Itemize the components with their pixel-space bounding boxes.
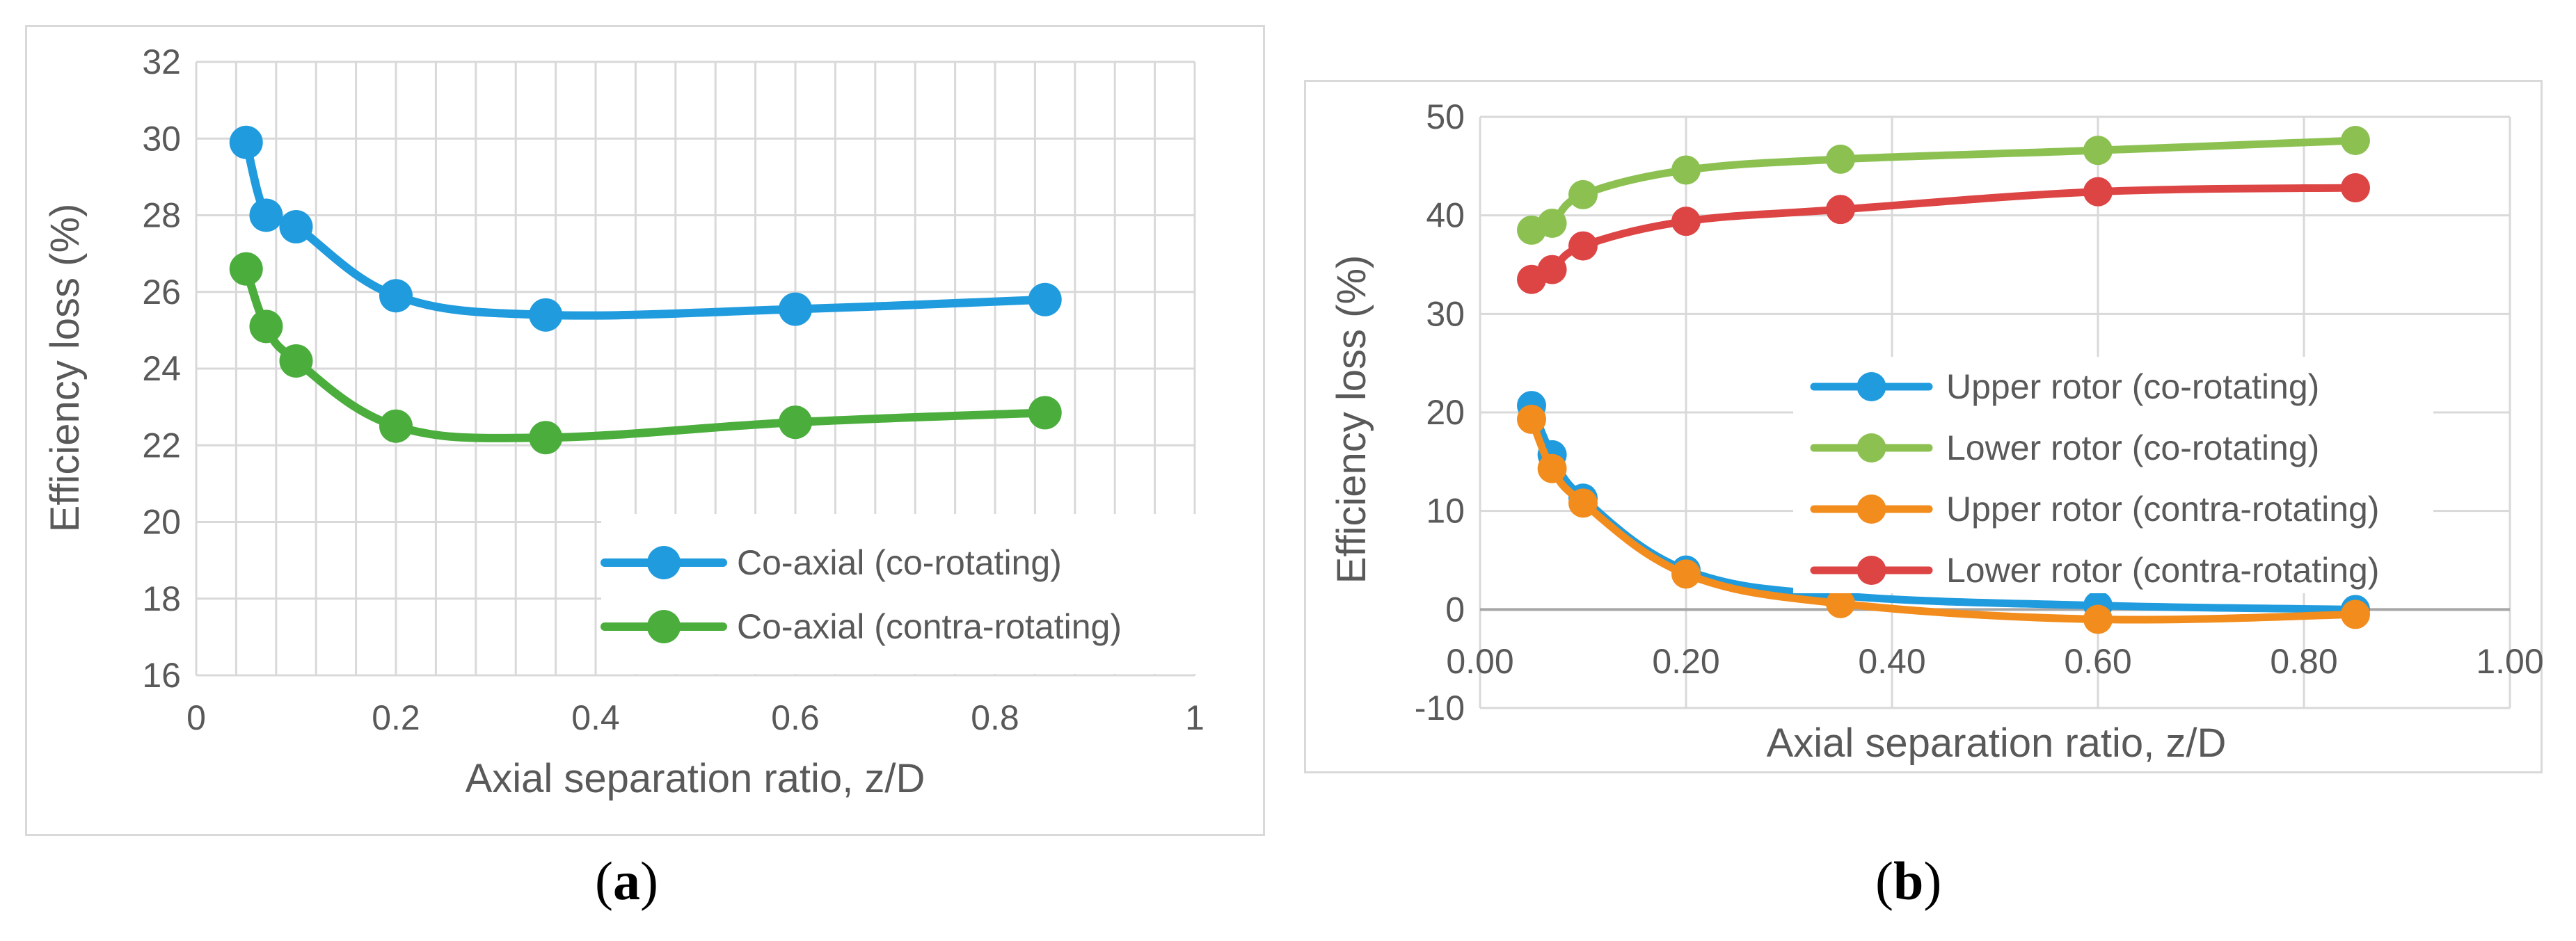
caption-b: (b) xyxy=(1875,851,1942,911)
chart-b: -10 0 10 20 30 40 50 0.00 0.20 0.40 0.60 0.80 1.00 Ax… xyxy=(1329,97,2544,766)
legend-marker xyxy=(1857,494,1886,524)
series-line-2 xyxy=(1527,136,2360,234)
data-point xyxy=(229,252,263,286)
legend-box xyxy=(601,514,1214,674)
x-axis-title: Axial separation ratio, z/D xyxy=(1767,721,2227,766)
legend-label: Lower rotor (co-rotating) xyxy=(1946,428,2319,467)
x-tick-label: 0.40 xyxy=(1858,642,1925,681)
data-point xyxy=(2083,177,2113,207)
data-point xyxy=(1671,559,1701,589)
data-point xyxy=(529,421,563,455)
y-tick-label: 30 xyxy=(1426,294,1465,333)
y-tick-label: 10 xyxy=(1426,492,1465,531)
data-point xyxy=(249,309,283,344)
data-point xyxy=(379,279,413,313)
chart-panel-a: 16 18 20 22 24 26 28 30 32 0 0.2 0.4 0.6 0.8 1 Axial se… xyxy=(25,25,1265,836)
legend-label: Co-axial (contra-rotating) xyxy=(737,607,1122,646)
y-tick-label: 26 xyxy=(142,273,181,312)
chart-panel-b: -10 0 10 20 30 40 50 0.00 0.20 0.40 0.60 0.80 1.00 Ax… xyxy=(1304,80,2544,773)
legend-label: Lower rotor (contra-rotating) xyxy=(1946,551,2379,590)
data-point xyxy=(779,405,812,440)
y-tick-label: 20 xyxy=(142,503,181,542)
data-point xyxy=(279,344,313,378)
caption-a: (a) xyxy=(595,851,658,911)
x-tick-label: 0.20 xyxy=(1652,642,1719,681)
data-point xyxy=(2083,604,2113,634)
y-axis-title: Efficiency loss (%) xyxy=(42,204,88,533)
y-tick-label: 22 xyxy=(142,426,181,465)
data-point xyxy=(2341,126,2370,155)
data-point xyxy=(249,198,283,232)
data-point xyxy=(529,298,563,332)
y-tick-label: -10 xyxy=(1415,689,1465,727)
y-tick-label: 50 xyxy=(1426,97,1465,136)
series-line-1 xyxy=(241,138,1049,320)
legend-label: Upper rotor (contra-rotating) xyxy=(1946,490,2379,529)
data-point xyxy=(379,409,413,443)
x-tick-label: 0.4 xyxy=(571,698,620,737)
caption-a-letter: a xyxy=(612,851,640,911)
series-line-2 xyxy=(241,264,1049,442)
data-point xyxy=(279,210,313,244)
x-tick-label: 0.2 xyxy=(372,698,420,737)
legend-marker xyxy=(1857,372,1886,401)
legend-label: Upper rotor (co-rotating) xyxy=(1946,367,2319,406)
y-tick-label: 24 xyxy=(142,349,181,388)
x-tick-label: 0.60 xyxy=(2064,642,2131,681)
x-axis-title: Axial separation ratio, z/D xyxy=(466,756,925,801)
y-tick-label: 28 xyxy=(142,196,181,235)
y-tick-label: 18 xyxy=(142,579,181,618)
data-point xyxy=(1826,588,1855,618)
data-point xyxy=(779,292,812,326)
data-point xyxy=(1568,179,1598,209)
legend-marker xyxy=(1857,556,1886,585)
data-point xyxy=(1517,404,1546,434)
x-tick-label: 0.8 xyxy=(971,698,1019,737)
x-tick-label: 1 xyxy=(1185,698,1204,737)
y-tick-label: 32 xyxy=(142,42,181,81)
caption-b-letter: b xyxy=(1893,851,1924,911)
data-point xyxy=(1671,155,1701,185)
y-axis-title: Efficiency loss (%) xyxy=(1329,255,1374,584)
series-line-4 xyxy=(1527,184,2360,284)
x-tick-label: 0.80 xyxy=(2270,642,2337,681)
x-tick-label: 0.6 xyxy=(771,698,820,737)
data-point xyxy=(1568,231,1598,261)
legend-label: Co-axial (co-rotating) xyxy=(737,543,1062,582)
data-point xyxy=(1028,282,1062,316)
legend-marker xyxy=(647,610,681,643)
y-tick-label: 30 xyxy=(142,119,181,158)
data-point xyxy=(1028,396,1062,430)
data-point xyxy=(1537,255,1567,284)
data-point xyxy=(1671,207,1701,236)
y-tick-label: 0 xyxy=(1445,590,1465,629)
x-tick-label: 1.00 xyxy=(2476,642,2543,681)
data-point xyxy=(2083,136,2113,166)
y-tick-label: 20 xyxy=(1426,393,1465,432)
data-point xyxy=(1568,488,1598,518)
legend-marker xyxy=(647,546,681,579)
chart-a: 16 18 20 22 24 26 28 30 32 0 0.2 0.4 0.6 0.8 1 Axial se… xyxy=(42,42,1214,801)
y-tick-label: 40 xyxy=(1426,196,1465,235)
series-line-3 xyxy=(1527,415,2360,624)
data-point xyxy=(2341,173,2370,202)
legend-marker xyxy=(1857,433,1886,463)
data-point xyxy=(1826,195,1855,225)
y-tick-label: 16 xyxy=(142,656,181,695)
data-point xyxy=(1537,209,1567,238)
data-point xyxy=(229,125,263,159)
data-point xyxy=(1537,453,1567,483)
data-point xyxy=(2341,600,2370,629)
legend-box xyxy=(1793,357,2433,593)
x-tick-label: 0.00 xyxy=(1446,642,1513,681)
data-point xyxy=(1826,144,1855,174)
x-tick-label: 0 xyxy=(186,698,206,737)
